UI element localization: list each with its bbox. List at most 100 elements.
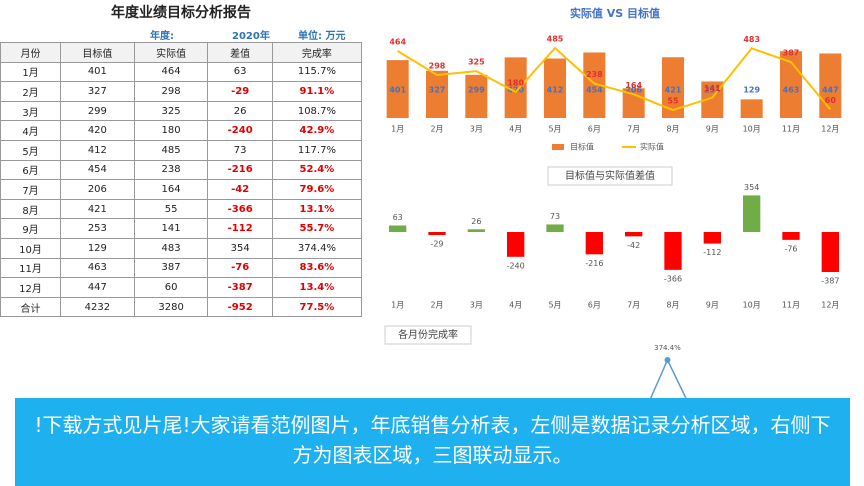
bar-label: 206 (625, 86, 642, 95)
x-tick-label: 5月 (548, 301, 561, 310)
bar-label: 73 (550, 212, 560, 221)
bar-label: 129 (743, 86, 760, 95)
bar-label: 26 (471, 217, 481, 226)
table-cell: 合计 (0, 296, 61, 318)
x-tick-label: 3月 (470, 301, 483, 310)
x-tick-label: 1月 (391, 301, 404, 310)
table-cell: 完成率 (271, 42, 363, 63)
line-label: 55 (667, 97, 679, 106)
x-tick-label: 9月 (706, 125, 719, 134)
unit: 单位: 万元 (298, 31, 346, 42)
year: 2020年 (232, 31, 270, 42)
bar (664, 232, 682, 270)
x-tick-label: 4月 (509, 125, 522, 134)
table-row: 1月 401 464 63 115.7% (0, 61, 363, 83)
table-row: 6月 454 238 -216 52.4% (0, 159, 363, 181)
table-cell: 374.4% (271, 237, 363, 259)
bar-label: -387 (821, 277, 839, 286)
bar (546, 224, 564, 232)
bar-label: 412 (547, 86, 564, 95)
point-label: 374.4% (654, 344, 681, 352)
table-row: 3月 299 325 26 108.7% (0, 100, 363, 122)
bar-label: -216 (585, 259, 603, 268)
bar-label: -76 (784, 244, 797, 253)
report-title: 年度业绩目标分析报告 (111, 5, 251, 21)
bar (782, 232, 800, 240)
bar-label: 327 (429, 86, 446, 95)
title-box (384, 325, 472, 345)
bar (386, 60, 409, 118)
bar-label: 463 (783, 86, 800, 95)
table-row: 9月 253 141 -112 55.7% (0, 218, 363, 239)
x-tick-label: 6月 (588, 301, 601, 310)
bar (585, 232, 603, 255)
line-label: 141 (704, 84, 721, 93)
point (664, 357, 671, 363)
x-tick-label: 11月 (782, 301, 800, 310)
bar-label: -240 (507, 261, 525, 270)
table-cell: 3280 (133, 296, 209, 318)
bar (583, 52, 606, 118)
line-label: 483 (743, 35, 760, 44)
bar-label: 401 (389, 86, 406, 95)
legend-label: 实际值 (640, 142, 664, 152)
table-row: 4月 420 180 -240 42.9% (0, 120, 363, 141)
table-cell: -29 (207, 81, 273, 102)
year-label: 年度: (150, 31, 174, 42)
line-label: 60 (825, 96, 837, 105)
chart-title: 各月份完成率 (398, 328, 458, 341)
line-label: 464 (389, 38, 406, 47)
bar-label: 354 (744, 183, 759, 192)
line-label: 180 (507, 79, 524, 88)
bar-label: -366 (664, 274, 682, 283)
x-tick-label: 6月 (588, 125, 601, 134)
bar (661, 57, 685, 118)
line-label: 387 (783, 49, 800, 58)
bar (507, 232, 525, 257)
x-tick-label: 8月 (666, 125, 679, 134)
bar (703, 232, 721, 244)
line (397, 46, 832, 112)
bar-label: 299 (468, 86, 485, 95)
x-tick-label: 12月 (821, 301, 839, 310)
bar-label: 63 (393, 213, 403, 222)
legend-swatch (552, 144, 564, 150)
bar-label: -42 (627, 241, 640, 250)
bar (467, 229, 485, 232)
bar-label: -112 (703, 248, 721, 257)
line-label: 238 (586, 70, 603, 79)
line-label: 325 (468, 58, 485, 67)
line-label: 485 (547, 35, 564, 44)
banner: !下载方式见片尾!大家请看范例图片，年底销售分析表，左侧是数据记录分析区域，右侧… (15, 398, 850, 486)
bar (543, 58, 567, 118)
bar-label: 447 (822, 86, 839, 95)
bar (625, 232, 643, 237)
chart-title: 实际值 VS 目标值 (570, 6, 660, 20)
x-tick-label: 2月 (430, 125, 443, 134)
table-row: 合计 4232 3280 -952 77.5% (0, 296, 363, 318)
x-tick-label: 1月 (391, 125, 404, 134)
bar (428, 232, 446, 235)
bar-label: 253 (704, 86, 721, 95)
table-cell: 77.5% (271, 296, 363, 318)
x-tick-label: 2月 (430, 301, 443, 310)
table-row: 5月 412 485 73 117.7% (0, 139, 363, 161)
bar-label: 421 (665, 86, 682, 95)
table-row: 10月 129 483 354 374.4% (0, 237, 363, 259)
title-box (547, 166, 673, 186)
bar (504, 57, 527, 118)
x-tick-label: 7月 (627, 125, 640, 134)
bar (389, 225, 407, 232)
x-tick-label: 10月 (743, 301, 761, 310)
table-row: 11月 463 387 -76 83.6% (0, 257, 363, 279)
bar-label: 420 (507, 86, 524, 95)
x-tick-label: 7月 (627, 301, 640, 310)
table-cell: -952 (207, 296, 273, 318)
bar (821, 232, 839, 272)
bar-label: 454 (586, 86, 603, 95)
x-tick-label: 11月 (782, 125, 800, 134)
bar (425, 70, 449, 118)
bar (740, 99, 763, 118)
